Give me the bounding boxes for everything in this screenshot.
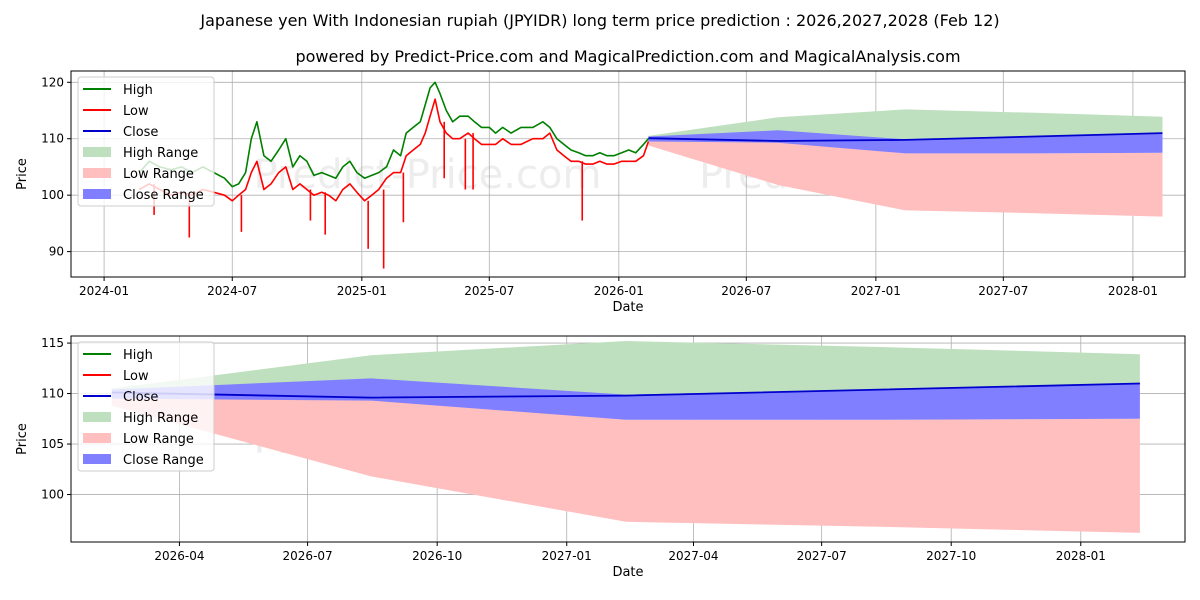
legend-label: Close Range bbox=[123, 453, 204, 468]
legend: High Low Close High Range Low Range Close Ran… bbox=[77, 341, 215, 472]
legend-label: High Range bbox=[123, 411, 198, 426]
legend-box bbox=[77, 76, 215, 207]
x-tick-label: 2027-01 bbox=[851, 284, 901, 298]
low-line bbox=[138, 98, 650, 202]
high-line bbox=[138, 81, 650, 188]
x-tick-label: 2027-07 bbox=[797, 549, 847, 563]
legend-label: Close bbox=[123, 125, 158, 140]
x-tick-label: 2024-01 bbox=[79, 284, 129, 298]
x-tick-label: 2026-07 bbox=[721, 284, 771, 298]
legend-swatch-high-range bbox=[83, 147, 111, 157]
x-tick-label: 2027-07 bbox=[978, 284, 1028, 298]
y-tick-label: 110 bbox=[41, 132, 64, 146]
x-axis-label: Date bbox=[612, 565, 643, 580]
x-tick-label: 2026-01 bbox=[594, 284, 644, 298]
bottom-panel: Predict-Price.comPredict-Price.com2026-0… bbox=[15, 335, 1186, 580]
x-tick-label: 2026-07 bbox=[283, 549, 333, 563]
y-tick-label: 115 bbox=[41, 336, 64, 350]
y-tick-label: 90 bbox=[49, 245, 64, 259]
top-panel: Predict-Price.comPredict-Price.com2024-0… bbox=[15, 70, 1186, 315]
x-tick-label: 2027-10 bbox=[926, 549, 976, 563]
y-axis-label: Price bbox=[15, 423, 30, 455]
legend-swatch-close-range bbox=[83, 454, 111, 464]
legend-label: Low Range bbox=[123, 432, 194, 447]
legend-label: Low Range bbox=[123, 167, 194, 182]
close-forecast-line bbox=[648, 132, 1163, 142]
close-forecast-line bbox=[111, 382, 1140, 399]
legend-swatch-low-range bbox=[83, 168, 111, 178]
close-range-band bbox=[111, 378, 1140, 420]
y-axis-label: Price bbox=[15, 158, 30, 190]
close-range-band bbox=[648, 130, 1163, 154]
axes-frame bbox=[70, 70, 1186, 278]
legend-swatch-low-range bbox=[83, 433, 111, 443]
legend-label: High Range bbox=[123, 146, 198, 161]
y-tick-label: 110 bbox=[41, 387, 64, 401]
watermark-text: Predict-Price.com bbox=[254, 152, 602, 198]
x-tick-label: 2025-01 bbox=[337, 284, 387, 298]
low-range-band bbox=[648, 141, 1163, 217]
y-tick-label: 120 bbox=[41, 75, 64, 89]
legend-swatch-high-range bbox=[83, 412, 111, 422]
legend-label: High bbox=[123, 348, 153, 363]
legend-label: High bbox=[123, 83, 153, 98]
y-tick-label: 100 bbox=[41, 488, 64, 502]
legend-box bbox=[77, 341, 215, 472]
y-tick-label: 100 bbox=[41, 188, 64, 202]
legend: High Low Close High Range Low Range Close Ran… bbox=[77, 76, 215, 207]
chart-subtitle: powered by Predict-Price.com and Magical… bbox=[295, 47, 960, 66]
legend-label: Low bbox=[123, 104, 149, 119]
x-tick-label: 2027-01 bbox=[542, 549, 592, 563]
axes-frame bbox=[70, 335, 1186, 543]
legend-swatch-close-range bbox=[83, 189, 111, 199]
low-range-band bbox=[111, 398, 1140, 533]
legend-label: Low bbox=[123, 369, 149, 384]
x-tick-label: 2026-04 bbox=[154, 549, 204, 563]
x-tick-label: 2028-01 bbox=[1056, 549, 1106, 563]
x-tick-label: 2024-07 bbox=[207, 284, 257, 298]
legend-label: Close bbox=[123, 390, 158, 405]
x-axis-label: Date bbox=[612, 300, 643, 315]
y-tick-label: 105 bbox=[41, 437, 64, 451]
legend-label: Close Range bbox=[123, 188, 204, 203]
x-tick-label: 2028-01 bbox=[1108, 284, 1158, 298]
x-tick-label: 2025-07 bbox=[464, 284, 514, 298]
chart-title: Japanese yen With Indonesian rupiah (JPY… bbox=[199, 11, 999, 30]
x-tick-label: 2027-04 bbox=[668, 549, 718, 563]
x-tick-label: 2026-10 bbox=[412, 549, 462, 563]
